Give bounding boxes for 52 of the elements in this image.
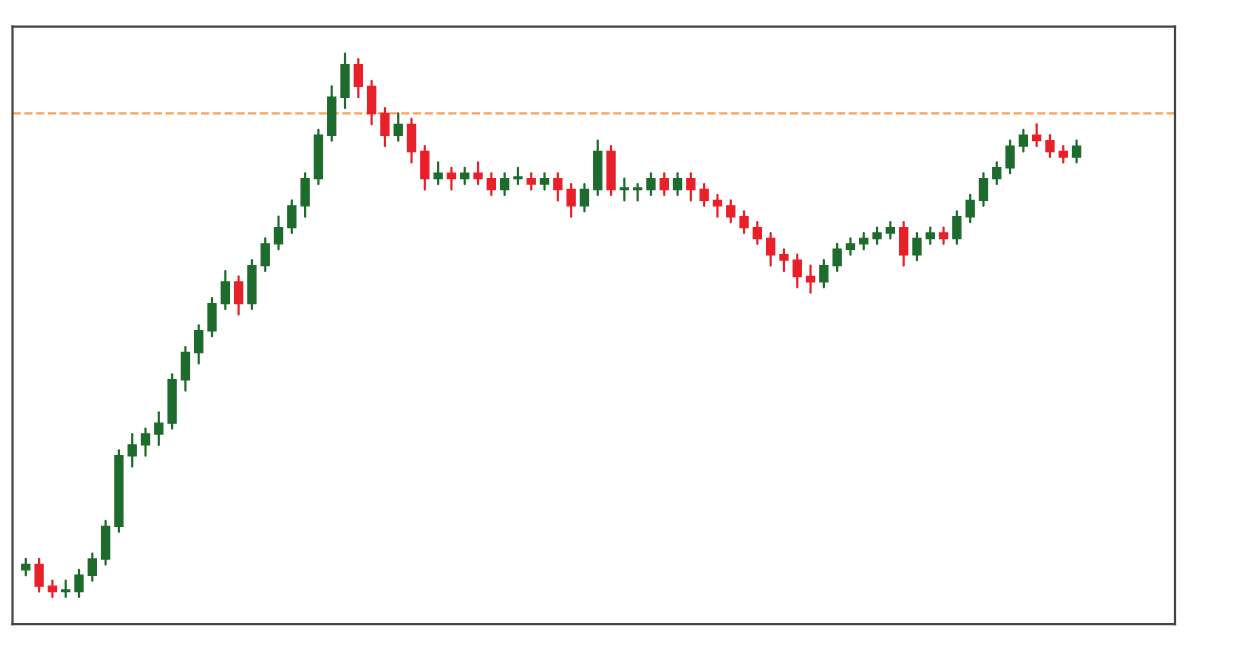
candlestick [74,568,84,599]
candlestick [805,264,816,294]
candlestick [220,269,230,311]
candlestick [393,112,403,142]
candlestick [233,275,244,316]
candlestick [154,411,164,446]
candlestick [739,210,749,235]
candlestick [792,253,802,289]
candlestick [1045,134,1055,159]
candlestick [712,193,723,218]
candlestick [127,432,137,468]
candlestick [619,177,630,202]
candlestick [34,557,44,593]
candlestick [420,144,430,191]
candlestick [366,79,377,126]
candlestick [167,373,177,430]
candlestick [606,144,616,197]
candlestick [180,345,191,392]
candlestick [978,172,989,207]
candlestick [260,237,270,273]
candlestick [340,52,350,110]
candlestick [765,231,776,267]
candlestick [992,161,1002,186]
candlestick [380,106,390,148]
candlestick [194,324,204,365]
candlestick [726,199,736,224]
candlestick [912,231,922,262]
candlestick [247,259,257,311]
candlestick [593,139,603,197]
candlestick [898,221,909,267]
candlestick [140,427,151,457]
candlestick [779,248,789,273]
candlestick [752,221,763,245]
candlestick [486,172,497,197]
candlestick [313,128,324,186]
candlestick [273,215,284,251]
candlestick [473,161,483,186]
candlestick [672,172,683,197]
candlestick [433,161,443,186]
candlestick [87,552,97,582]
candlestick [659,172,669,197]
candlestick [646,172,656,197]
candlestick [406,117,417,164]
candlestick [100,519,111,566]
candlestick [1018,128,1029,153]
candlestick [579,183,590,213]
candlestick [1005,139,1015,175]
candlestick [327,85,337,142]
candlestick [499,172,510,197]
candlestick [1071,139,1082,164]
candlestick [353,58,364,99]
candlestick [207,297,217,338]
